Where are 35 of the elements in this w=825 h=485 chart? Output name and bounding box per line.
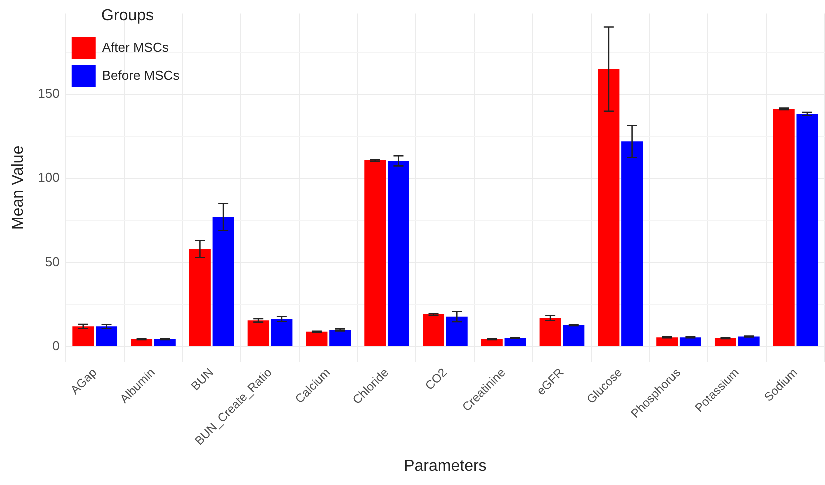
y-tick-label: 0	[52, 338, 60, 354]
bar	[446, 316, 468, 346]
legend-label: Before MSCs	[102, 68, 180, 83]
x-axis-title: Parameters	[404, 458, 487, 475]
y-tick-label: 150	[38, 86, 60, 102]
y-tick-label: 50	[45, 254, 60, 270]
bar	[154, 339, 176, 346]
y-axis-title: Mean Value	[10, 146, 28, 230]
bar	[330, 330, 352, 346]
bar	[773, 109, 795, 346]
bar	[189, 249, 211, 346]
bar	[738, 336, 760, 346]
bar	[306, 332, 328, 346]
y-tick-label: 100	[38, 170, 60, 186]
bar	[271, 319, 293, 346]
bar	[598, 69, 620, 346]
bar	[796, 114, 818, 346]
bar	[96, 326, 118, 346]
bar	[504, 338, 526, 346]
bar	[540, 318, 562, 346]
bar	[131, 339, 153, 346]
bar	[656, 338, 678, 346]
bar	[563, 325, 585, 346]
bar	[680, 338, 702, 346]
legend-label: After MSCs	[102, 40, 170, 55]
bar	[212, 217, 234, 346]
bar	[72, 326, 94, 346]
bar	[388, 161, 410, 346]
bar	[364, 160, 386, 346]
bar	[248, 320, 270, 346]
bar	[714, 338, 736, 346]
bar	[481, 339, 503, 346]
legend-title: Groups	[102, 7, 154, 24]
bar	[622, 142, 644, 346]
bar	[423, 314, 445, 346]
